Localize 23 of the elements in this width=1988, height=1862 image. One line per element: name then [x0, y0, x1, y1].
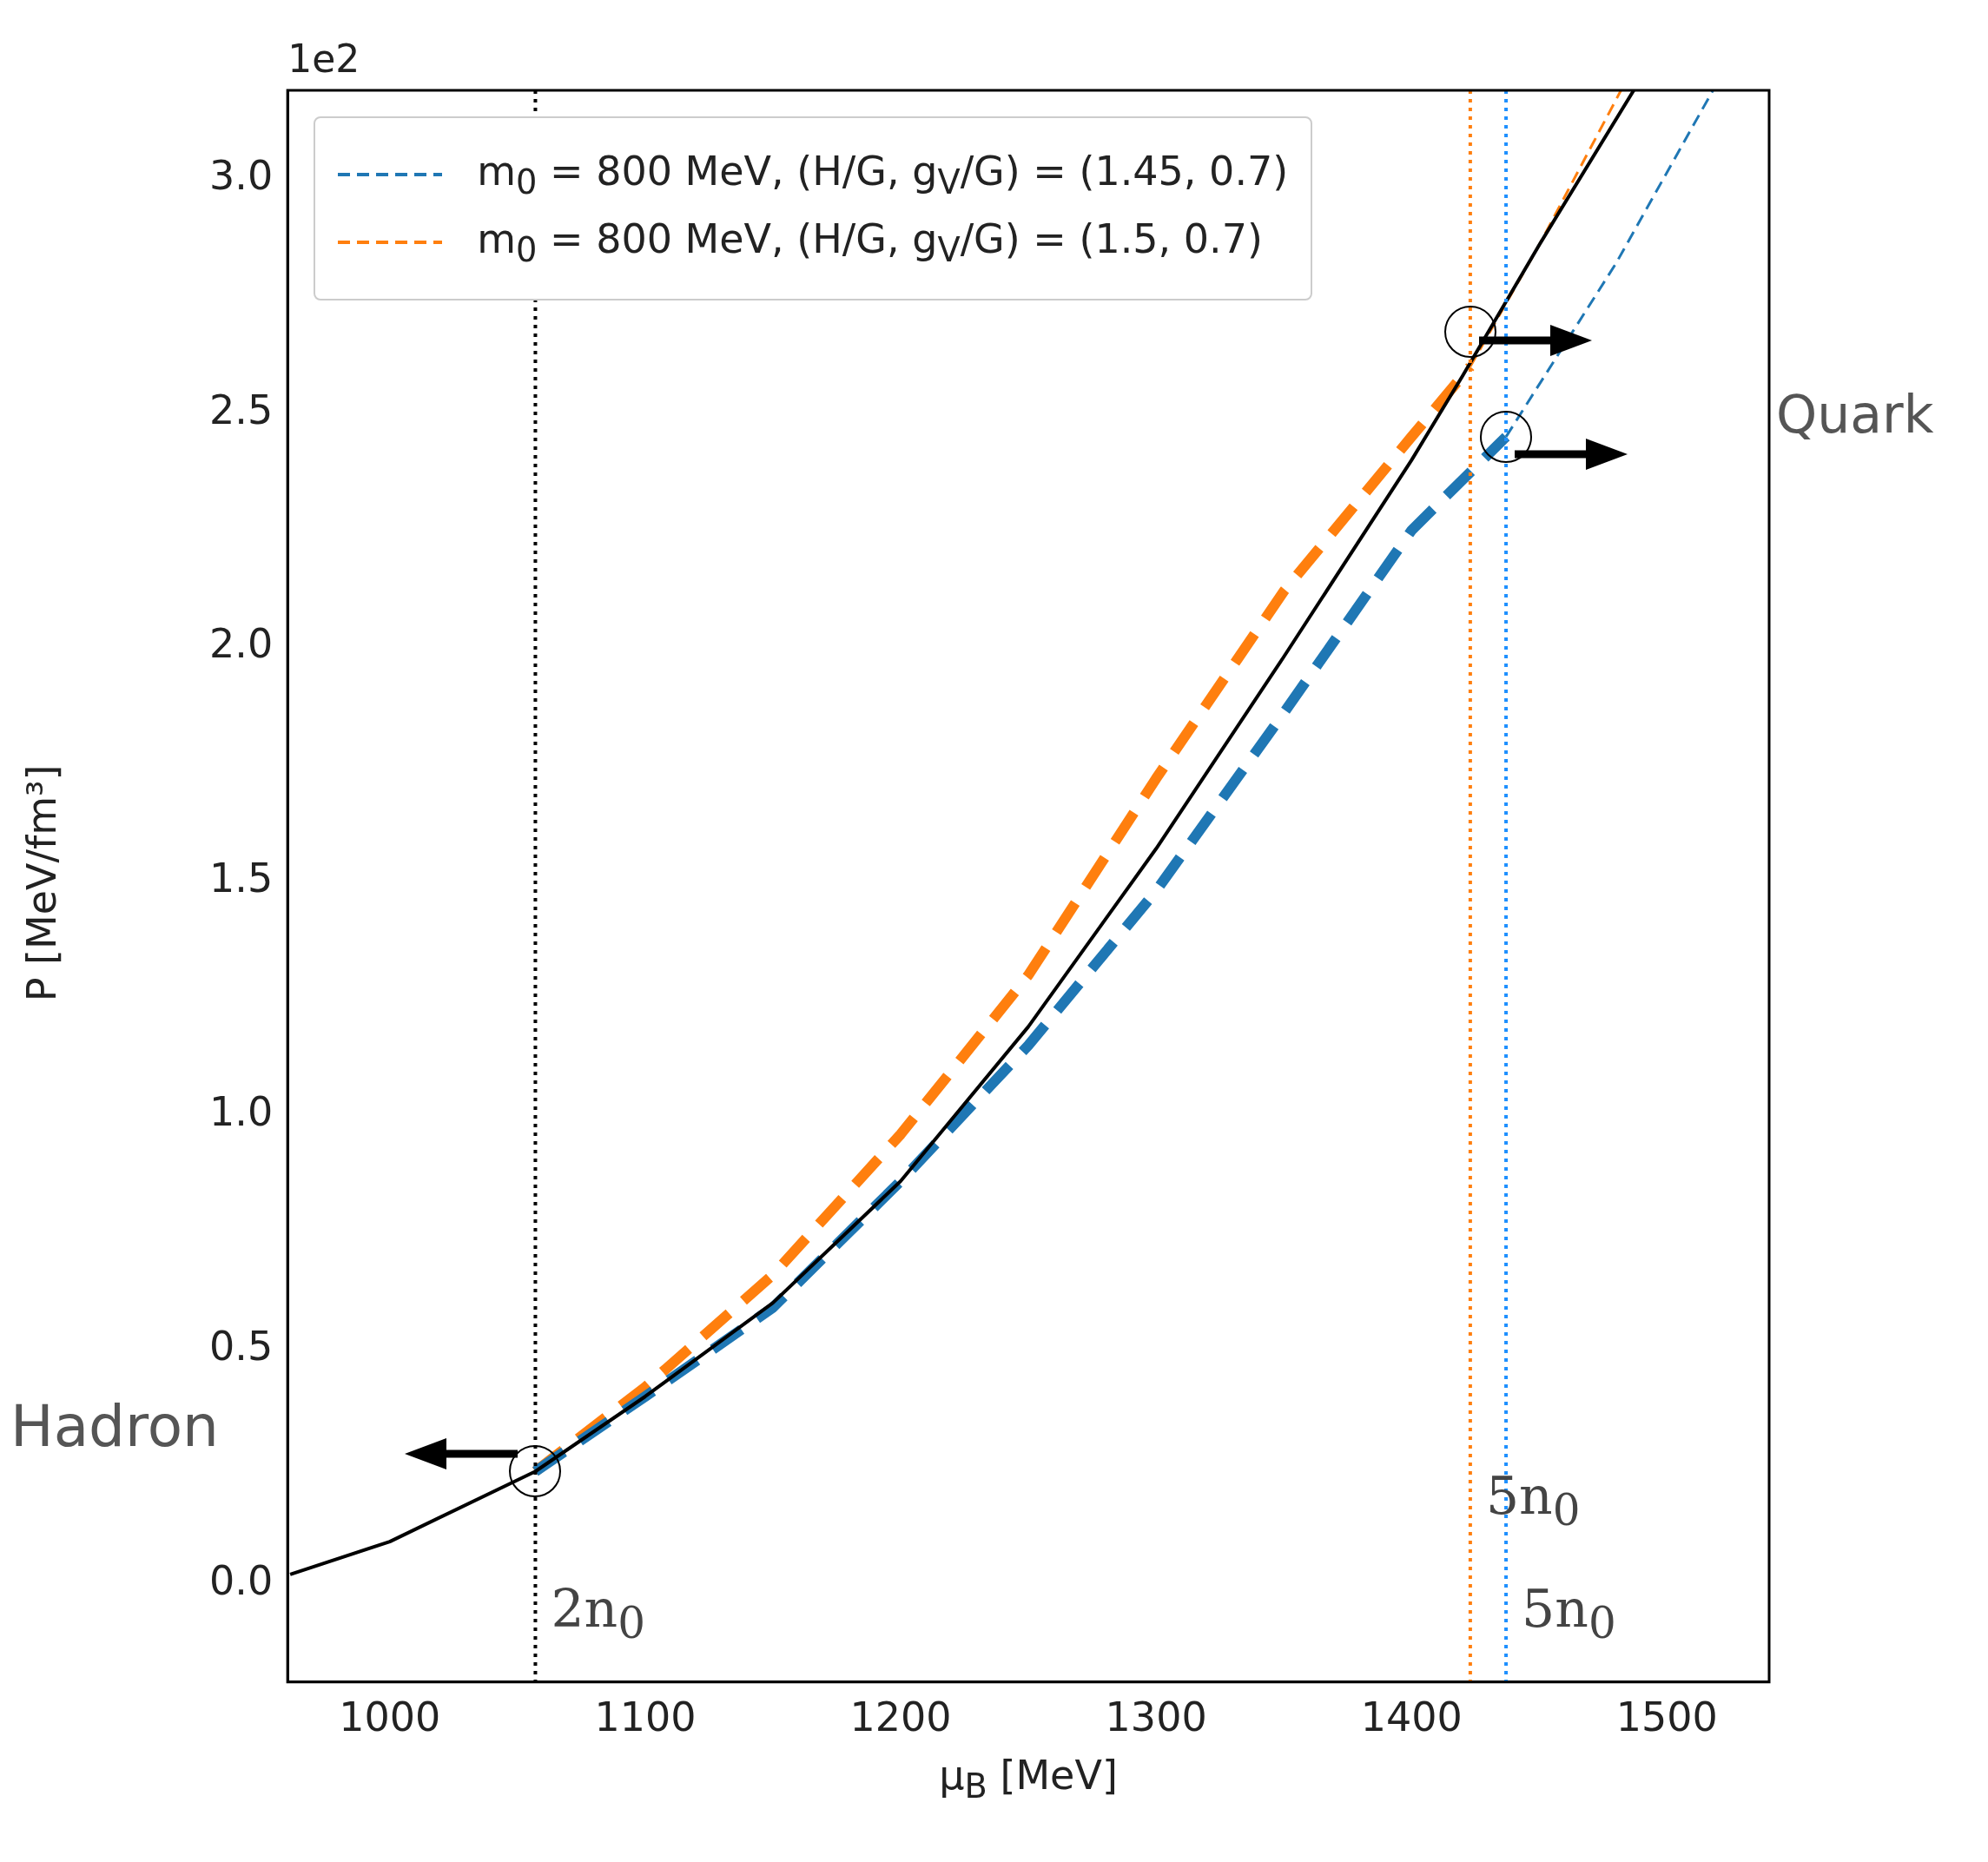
y-axis-title: P [MeV/fm³] [18, 764, 65, 1004]
x-tick-label: 1200 [849, 1694, 952, 1741]
y-tick-label: 2.5 [209, 386, 274, 433]
x-tick-label: 1100 [594, 1694, 697, 1741]
text: Hadron [10, 1393, 219, 1461]
legend-label: m$_{0}$ = 800 MeV, (H/G, g$_{V}$/G) = (1.45, 0.7) [477, 148, 1289, 202]
x-axis-title: μ$_{B}$ [MeV] [938, 1751, 1119, 1806]
y-tick-label: 1.5 [209, 854, 274, 901]
y-tick-label: 0.5 [209, 1323, 274, 1370]
x-tick-label: 1000 [339, 1694, 441, 1741]
ref-line-label: 2n$_{0}$ [551, 1577, 646, 1648]
x-tick-label: 1500 [1615, 1694, 1718, 1741]
y-tick-label: 3.0 [209, 152, 274, 200]
ref-line-label: 5n$_{0}$ [1522, 1577, 1616, 1648]
text: 1e2 [287, 36, 360, 81]
y-tick-label: 2.0 [209, 620, 274, 668]
ref-line-label: 5n$_{0}$ [1485, 1464, 1581, 1535]
y-tick-label: 0.0 [209, 1556, 274, 1604]
x-tick-label: 1300 [1105, 1694, 1207, 1741]
x-tick-label: 1400 [1360, 1694, 1463, 1741]
text: Quark [1776, 384, 1934, 446]
legend-label: m$_{0}$ = 800 MeV, (H/G, g$_{V}$/G) = (1.5, 0.7) [477, 215, 1263, 270]
y-tick-label: 1.0 [209, 1088, 274, 1136]
